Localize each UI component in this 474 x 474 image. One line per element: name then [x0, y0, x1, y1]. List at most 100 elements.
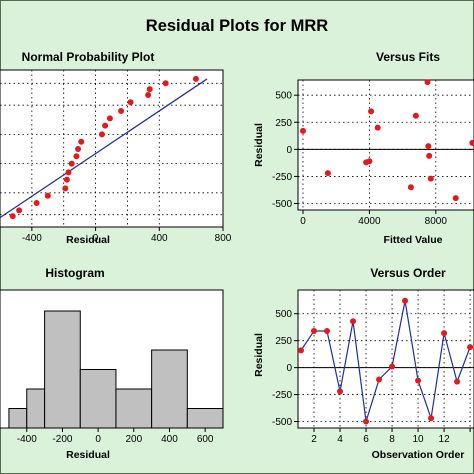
- fits-tick-label: 0: [300, 216, 306, 227]
- npp-point: [162, 80, 169, 87]
- order-xlabel: Observation Order: [372, 449, 465, 461]
- hist-bar: [79, 369, 117, 429]
- order-point: [415, 377, 422, 384]
- fits-points: [299, 79, 474, 202]
- fits-point: [366, 158, 373, 165]
- fits-point: [452, 195, 459, 202]
- npp-point: [145, 91, 152, 98]
- npp-point: [68, 160, 75, 167]
- order-point: [324, 327, 331, 334]
- fits-point: [324, 170, 331, 177]
- fits-point: [426, 152, 433, 159]
- order-panel: Versus Order 2 4 6 8 10 12 -500 -250 0 250 500 Obs…: [253, 266, 474, 461]
- order-plot-area: [297, 289, 474, 429]
- npp-grid: [0, 70, 224, 227]
- order-tick-label: 500: [275, 309, 292, 320]
- order-tick-label: 4: [337, 434, 343, 445]
- hist-bar: [186, 408, 224, 429]
- order-point: [454, 378, 461, 385]
- hist-ticks: -400 -200 0 200 400 600: [17, 428, 214, 445]
- fits-panel: Versus Fits 0 4000 8000 -500 -250 0 250 500 Fit…: [253, 50, 474, 246]
- order-point: [402, 297, 409, 304]
- npp-point: [146, 86, 153, 93]
- fits-tick-label: 8000: [425, 216, 448, 227]
- npp-point: [44, 192, 51, 199]
- npp-fit-line: [0, 78, 208, 219]
- fits-tick-label: 500: [275, 91, 292, 102]
- order-point: [350, 318, 357, 325]
- npp-point: [9, 213, 16, 220]
- npp-point: [16, 207, 23, 214]
- hist-tick-label: 200: [125, 434, 142, 445]
- npp-point: [98, 131, 105, 138]
- hist-xlabel: Residual: [66, 449, 110, 461]
- hist-panel: Histogram -400 -200 0 200 400 600 Residual: [0, 266, 224, 461]
- fits-tick-label: -250: [272, 172, 292, 183]
- npp-title: Normal Probability Plot: [22, 50, 155, 64]
- npp-point: [62, 185, 69, 192]
- order-ticks: 2 4 6 8 10 12 -500 -250 0 250 500: [272, 309, 471, 445]
- order-point: [298, 347, 304, 354]
- fits-point: [424, 79, 431, 86]
- npp-point: [63, 176, 70, 183]
- order-point: [311, 327, 318, 334]
- npp-point: [127, 99, 134, 106]
- hist-tick-label: -200: [52, 434, 72, 445]
- order-point: [376, 376, 383, 383]
- order-series-line: [300, 300, 471, 422]
- fits-point: [425, 143, 432, 150]
- fits-tick-label: 0: [286, 145, 292, 156]
- npp-tick-label: 400: [151, 233, 168, 244]
- hist-tick-label: 400: [161, 434, 178, 445]
- order-point: [389, 363, 396, 370]
- npp-point: [65, 169, 72, 176]
- hist-tick-label: -400: [17, 434, 37, 445]
- npp-point: [192, 75, 199, 82]
- fits-point: [407, 184, 414, 191]
- order-tick-label: 0: [286, 363, 292, 374]
- order-grid: [298, 290, 474, 428]
- order-title: Versus Order: [370, 266, 446, 280]
- fits-ticks: 0 4000 8000 -500 -250 0 250 500: [272, 91, 447, 227]
- npp-point: [73, 153, 80, 160]
- fits-plot-area: [297, 79, 474, 211]
- fits-grid: [298, 80, 474, 210]
- figure-title: Residual Plots for MRR: [146, 17, 329, 35]
- npp-tick-label: 0: [93, 233, 99, 244]
- fits-tick-label: -500: [272, 199, 292, 210]
- npp-point: [33, 200, 40, 207]
- order-tick-label: 8: [389, 434, 395, 445]
- order-point: [467, 344, 474, 351]
- npp-point: [75, 146, 82, 152]
- hist-bar: [44, 310, 81, 429]
- fits-point: [368, 108, 375, 115]
- npp-xlabel: Residual: [66, 234, 110, 246]
- npp-point: [118, 108, 125, 115]
- order-tick-label: 12: [439, 434, 451, 445]
- fits-point: [299, 127, 306, 134]
- order-points: [298, 297, 474, 425]
- order-point: [428, 415, 435, 422]
- npp-plot-area: [0, 69, 224, 228]
- fits-point: [374, 124, 381, 131]
- order-point: [363, 418, 370, 425]
- fits-ylabel: Residual: [253, 123, 265, 167]
- hist-tick-label: 0: [95, 434, 101, 445]
- order-tick-label: 10: [413, 434, 425, 445]
- hist-tick-label: 600: [197, 434, 214, 445]
- npp-panel: Normal Probability Plot -400 0 400 800 Resi…: [0, 50, 232, 246]
- order-tick-label: 250: [275, 336, 292, 347]
- hist-bar: [8, 408, 28, 429]
- fits-point: [412, 112, 419, 119]
- fits-tick-label: 250: [275, 118, 292, 129]
- hist-title: Histogram: [45, 266, 104, 280]
- fits-xlabel: Fitted Value: [384, 234, 443, 246]
- order-tick-label: -500: [272, 417, 292, 428]
- order-point: [441, 330, 448, 337]
- order-ylabel: Residual: [253, 333, 265, 377]
- npp-point: [106, 115, 113, 122]
- npp-point: [78, 138, 85, 145]
- fits-point: [469, 139, 474, 146]
- hist-bar: [151, 349, 188, 429]
